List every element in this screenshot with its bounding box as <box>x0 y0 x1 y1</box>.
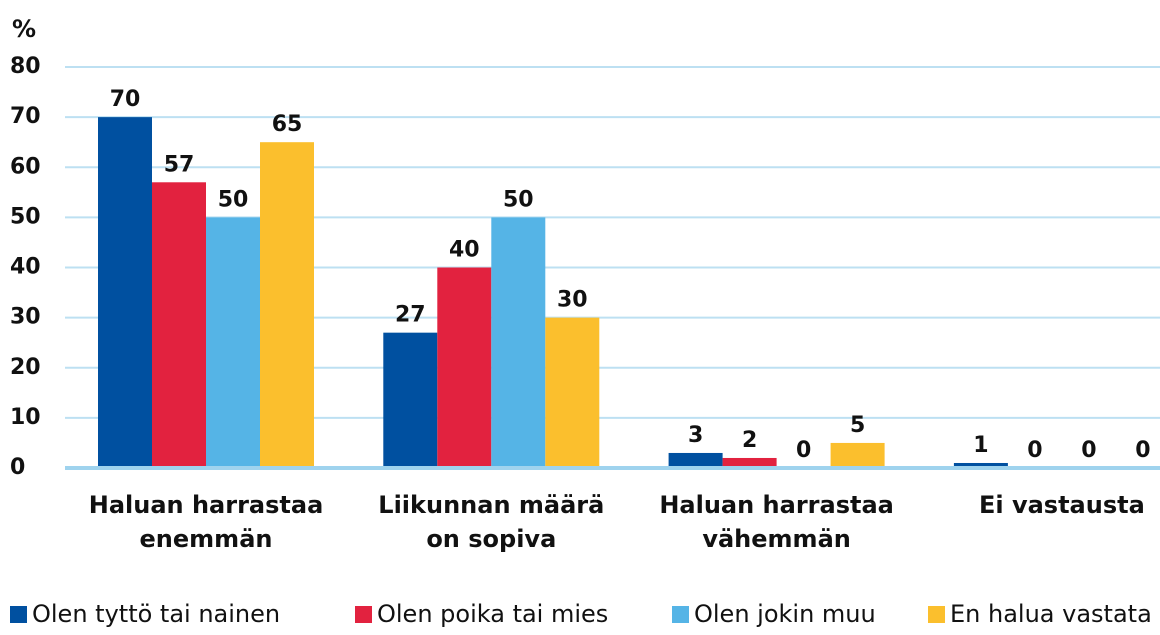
data-label: 0 <box>1081 438 1096 463</box>
data-label: 0 <box>1027 438 1042 463</box>
bar <box>491 217 546 468</box>
data-label: 50 <box>503 187 534 212</box>
y-tick-label: 40 <box>10 255 41 280</box>
bar <box>830 442 885 468</box>
legend-item: Olen tyttö tai nainen <box>10 600 280 628</box>
bar <box>545 317 600 468</box>
data-label: 65 <box>272 112 303 137</box>
legend-item: Olen jokin muu <box>672 600 876 628</box>
y-tick-label: 10 <box>10 405 41 430</box>
x-tick-label: Haluan harrastaa enemmän <box>88 491 324 553</box>
legend-label: Olen jokin muu <box>694 600 876 628</box>
legend-label: En halua vastata <box>950 600 1152 628</box>
legend-label: Olen tyttö tai nainen <box>32 600 281 628</box>
legend-swatch <box>10 605 27 623</box>
y-tick-label: 70 <box>10 104 41 129</box>
data-label: 50 <box>218 187 249 212</box>
data-label: 5 <box>850 413 865 438</box>
legend-item: Olen poika tai mies <box>355 600 608 628</box>
bar <box>383 332 438 468</box>
data-label: 0 <box>1135 438 1150 463</box>
data-label: 27 <box>395 303 426 328</box>
data-label: 70 <box>110 87 141 112</box>
bar <box>206 217 260 468</box>
bar <box>953 462 1008 468</box>
y-tick-label: 20 <box>10 355 41 380</box>
y-tick-label: 30 <box>10 305 41 330</box>
bar <box>722 457 777 468</box>
legend-label: Olen poika tai mies <box>377 600 609 628</box>
data-label: 30 <box>557 288 588 313</box>
legend-swatch <box>928 605 945 623</box>
data-label: 57 <box>164 152 195 177</box>
data-label: 40 <box>449 238 480 263</box>
data-label: 2 <box>742 428 757 453</box>
legend-swatch <box>355 605 372 623</box>
x-tick-label: Haluan harrastaa vähemmän <box>659 491 894 553</box>
data-label: 3 <box>688 423 703 448</box>
y-tick-label: 80 <box>10 54 41 79</box>
y-tick-label: 60 <box>10 154 41 179</box>
data-label: 0 <box>796 438 811 463</box>
y-tick-label: 50 <box>10 204 41 229</box>
x-tick-label: Ei vastausta <box>978 491 1145 519</box>
y-axis-label: % <box>12 15 36 43</box>
legend-swatch <box>672 605 689 623</box>
bar <box>260 142 314 468</box>
bar <box>98 117 152 468</box>
legend-item: En halua vastata <box>928 600 1152 628</box>
bar <box>152 182 206 468</box>
bar <box>437 267 492 468</box>
x-tick-label: Liikunnan määrä on sopiva <box>378 491 605 553</box>
bar <box>668 452 723 468</box>
y-tick-label: 0 <box>10 455 25 480</box>
data-label: 1 <box>973 433 988 458</box>
